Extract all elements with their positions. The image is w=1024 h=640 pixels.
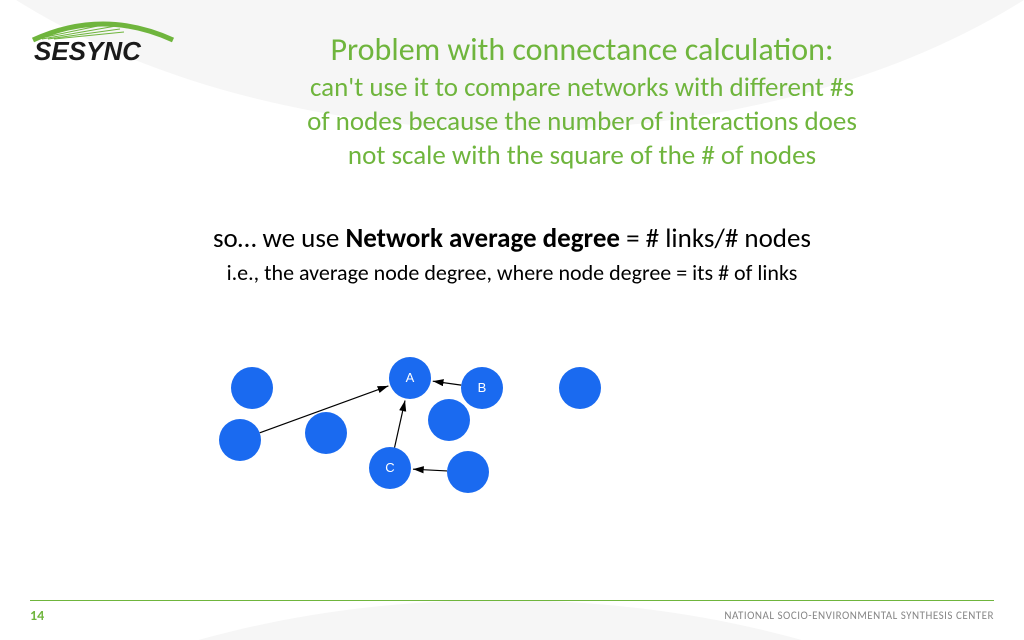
network-edge [395, 400, 405, 447]
network-edge [413, 469, 447, 471]
slide: SESYNC Problem with connectance calculat… [0, 0, 1024, 640]
network-edge [433, 381, 461, 385]
sesync-logo: SESYNC [28, 18, 178, 66]
network-node [219, 419, 261, 461]
network-node [231, 367, 273, 409]
title-sub-line-2: of nodes because the number of interacti… [307, 105, 857, 138]
org-name: NATIONAL SOCIO-ENVIRONMENTAL SYNTHESIS C… [724, 609, 994, 622]
title-block: Problem with connectance calculation: ca… [170, 30, 994, 172]
body-line-2: i.e., the average node degree, where nod… [60, 259, 964, 286]
footer: 14 NATIONAL SOCIO-ENVIRONMENTAL SYNTHESI… [30, 600, 994, 624]
page-number: 14 [30, 607, 44, 624]
network-node [428, 399, 470, 441]
network-node-label: B [478, 380, 487, 395]
logo-text: SESYNC [34, 36, 142, 66]
title-sub-line-1: can't use it to compare networks with di… [310, 71, 854, 104]
title-main: Problem with connectance calculation: [170, 30, 994, 69]
network-node [559, 367, 601, 409]
network-node [305, 412, 347, 454]
network-node-label: C [385, 460, 394, 475]
title-sub-line-3: not scale with the square of the # of no… [348, 139, 816, 172]
network-diagram: A B C [200, 340, 670, 510]
network-node-label: A [406, 370, 415, 385]
title-sub: can't use it to compare networks with di… [170, 71, 994, 172]
body-line-1: so… we use Network average degree = # li… [60, 222, 964, 255]
body-prefix: so… we use [213, 222, 345, 255]
body-suffix: = # links/# nodes [620, 222, 811, 255]
network-node [447, 451, 489, 493]
body-block: so… we use Network average degree = # li… [60, 222, 964, 286]
body-bold: Network average degree [345, 222, 620, 255]
